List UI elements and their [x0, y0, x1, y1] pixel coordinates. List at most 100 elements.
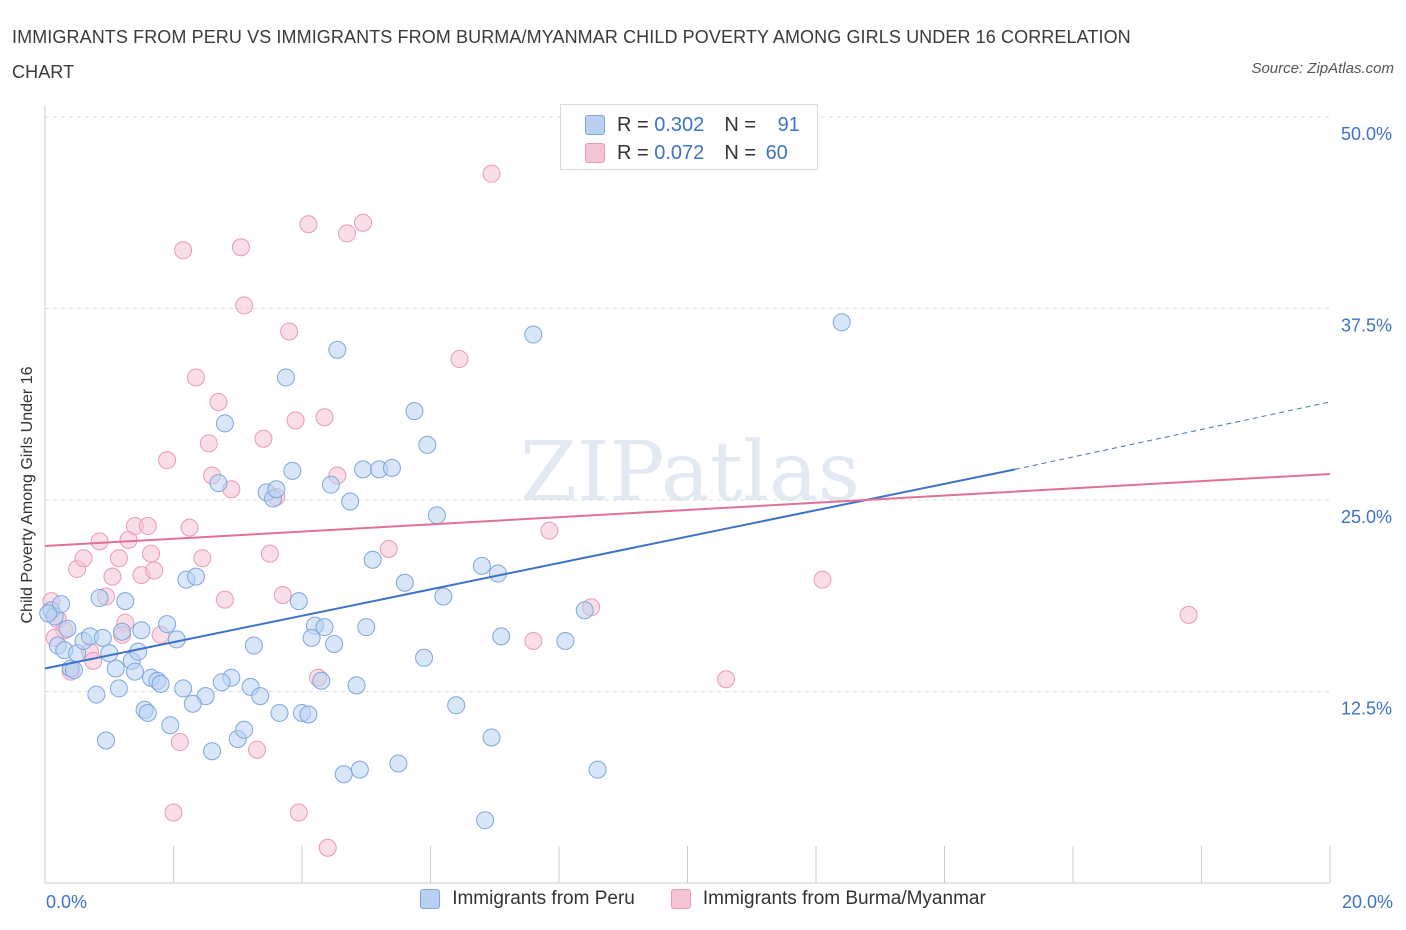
burma-point — [158, 451, 177, 470]
burma-point — [286, 411, 305, 430]
r-value: 0.302 — [654, 113, 705, 136]
n-label: N = — [724, 113, 762, 136]
peru-point — [90, 589, 109, 608]
peru-point — [87, 685, 106, 704]
burma-point — [209, 392, 228, 411]
burma-point — [142, 544, 161, 563]
peru-point — [447, 696, 466, 715]
burma-point — [450, 350, 469, 369]
y-tick-label: 25.0% — [1341, 507, 1392, 527]
x-tick-label: 20.0% — [1342, 892, 1393, 912]
peru-point — [347, 676, 366, 695]
burma-point — [186, 368, 205, 387]
burma-point — [260, 544, 279, 563]
burma-point — [254, 429, 273, 448]
burma-point — [90, 532, 109, 551]
burma-point — [180, 518, 199, 537]
burma-point — [193, 549, 212, 568]
burma-trend-line — [44, 472, 1331, 547]
peru-point — [93, 628, 112, 647]
r-label: R = — [617, 113, 655, 136]
legend-label-burma: Immigrants from Burma/Myanmar — [702, 888, 986, 909]
peru-point — [299, 705, 318, 724]
peru-point — [244, 636, 263, 655]
burma-point — [74, 549, 93, 568]
n-value: 91 — [777, 113, 800, 136]
peru-point — [97, 731, 116, 750]
burma-point — [215, 590, 234, 609]
peru-point — [405, 402, 424, 421]
burma-point — [164, 803, 183, 822]
peru-point — [524, 325, 543, 344]
legend-item-burma[interactable]: Immigrants from Burma/Myanmar — [670, 888, 986, 910]
burma-point — [524, 631, 543, 650]
burma-point — [337, 224, 356, 243]
peru-point — [151, 674, 170, 693]
x-tick-label: 0.0% — [46, 892, 87, 912]
peru-point — [125, 662, 144, 681]
peru-point — [389, 754, 408, 773]
peru-point — [556, 631, 575, 650]
peru-point — [588, 760, 607, 779]
burma-point — [199, 434, 218, 453]
burma-point — [354, 213, 373, 232]
n-label: N = — [724, 141, 762, 164]
peru-point — [357, 618, 376, 637]
peru-point — [325, 635, 344, 654]
burma-point — [379, 540, 398, 559]
peru-point — [395, 573, 414, 592]
chart-title: IMMIGRANTS FROM PERU VS IMMIGRANTS FROM … — [12, 27, 1131, 82]
peru-point — [434, 587, 453, 606]
y-tick-label: 12.5% — [1341, 699, 1392, 719]
burma-point — [174, 241, 193, 260]
burma-point — [109, 549, 128, 568]
burma-point — [145, 561, 164, 580]
burma-point — [1179, 605, 1198, 624]
peru-point — [476, 811, 495, 830]
burma-point — [273, 585, 292, 604]
burma-point — [103, 567, 122, 586]
peru-point — [575, 601, 594, 620]
peru-point — [132, 621, 151, 640]
peru-point — [472, 556, 491, 575]
peru-point — [270, 703, 289, 722]
peru-point — [251, 687, 270, 706]
peru-point — [183, 694, 202, 713]
peru-point — [363, 550, 382, 569]
peru-point — [341, 492, 360, 511]
peru-point — [209, 474, 228, 493]
peru-point — [334, 765, 353, 784]
series-legend: Immigrants from Peru Immigrants from Bur… — [0, 888, 1406, 910]
burma-swatch — [585, 143, 605, 163]
peru-point — [350, 760, 369, 779]
burma-point — [813, 570, 832, 589]
burma-point — [170, 733, 189, 752]
peru-point — [492, 627, 511, 646]
burma-point — [289, 803, 308, 822]
peru-point — [427, 506, 446, 525]
peru-point — [106, 659, 125, 678]
peru-point — [138, 703, 157, 722]
burma-point — [299, 215, 318, 234]
stats-legend: R = 0.302 N = 91 R = 0.072 N = 60 — [560, 104, 818, 170]
peru-point — [186, 567, 205, 586]
peru-point — [58, 619, 77, 638]
legend-item-peru[interactable]: Immigrants from Peru — [420, 888, 635, 910]
peru-point — [302, 628, 321, 647]
burma-point — [540, 521, 559, 540]
peru-point — [276, 368, 295, 387]
burma-point — [235, 296, 254, 315]
peru-point — [382, 458, 401, 477]
peru-point — [267, 480, 286, 499]
peru-point — [235, 720, 254, 739]
peru-point — [212, 673, 231, 692]
peru-point — [312, 671, 331, 690]
peru-point — [289, 592, 308, 611]
peru-point — [354, 460, 373, 479]
peru-point — [203, 742, 222, 761]
peru-swatch — [585, 115, 605, 135]
peru-point — [215, 414, 234, 433]
peru-point — [64, 661, 83, 680]
y-tick-label: 50.0% — [1341, 124, 1392, 144]
peru-point — [482, 728, 501, 747]
